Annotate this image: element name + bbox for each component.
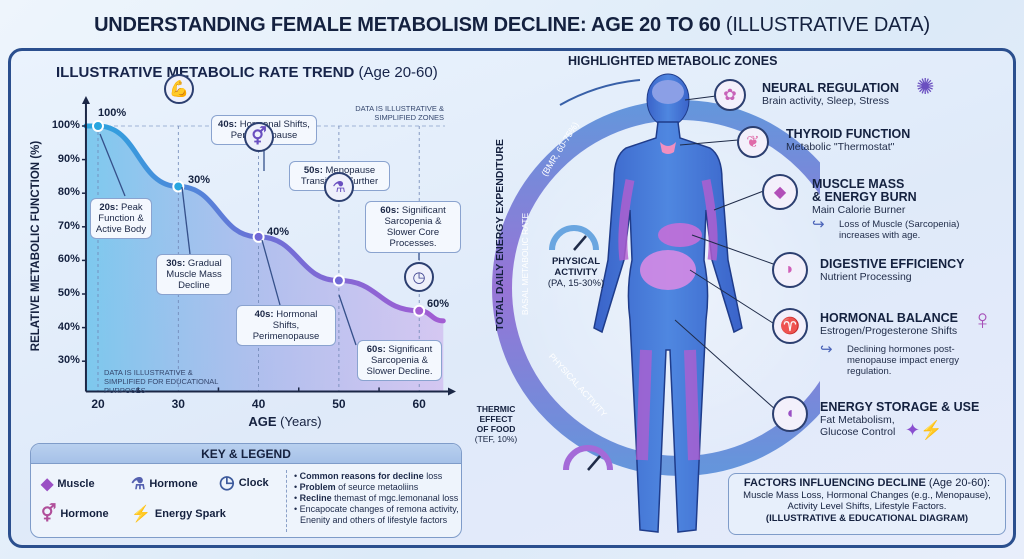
x-axis-label-suffix: (Years) xyxy=(280,414,322,429)
x-tick-label: 60 xyxy=(412,397,426,412)
y-tick-label: 60% xyxy=(57,253,80,266)
brain-icon: ✿ xyxy=(714,79,746,111)
uterus-icon: ♈ xyxy=(772,308,808,344)
legend-bullet: • Recline themast of mgc.lemonanal loss xyxy=(294,493,459,503)
annotation-20s: 20s: Peak Function & Active Body xyxy=(90,198,152,239)
y-tick-label: 40% xyxy=(57,320,80,333)
x-axis-label: AGE (Years) xyxy=(230,414,340,429)
point-label: 60% xyxy=(427,298,450,310)
ring-label-basal: BASAL METABOLIC RATE xyxy=(520,212,530,316)
annotation-40s-bottom: 40s: Hormonal Shifts, Perimenopause xyxy=(236,305,336,346)
point-label: 40% xyxy=(267,226,290,238)
flask-icon: ⚗ xyxy=(324,172,354,202)
data-point xyxy=(413,304,426,317)
chart-title-suffix: (Age 20-60) xyxy=(358,64,438,81)
key-legend: KEY & LEGEND ◆ Muscle ⚗ Hormone ◷ Clock ⚥ Ho… xyxy=(30,443,462,538)
x-axis-arrow xyxy=(448,387,456,396)
neuron-icon: ✺ xyxy=(916,74,935,99)
y-tick-label: 50% xyxy=(57,287,80,299)
zone-thyroid-function: THYROID FUNCTION Metabolic "Thermostat" xyxy=(786,127,911,154)
gauge-icon xyxy=(563,445,613,471)
legend-bullet: • Encapocate changes of remona activity, xyxy=(294,504,459,514)
legend-bullet: Enenity and others of lifestyle factors xyxy=(300,515,448,525)
legend-title: KEY & LEGEND xyxy=(31,444,461,464)
gender-icon: ⚥ xyxy=(41,504,57,523)
ring-label-tef: THERMIC EFFECT OF FOOD (TEF, 10%) xyxy=(474,404,518,444)
data-point xyxy=(92,120,104,132)
data-point xyxy=(252,230,265,243)
zone-hormonal-balance: HORMONAL BALANCE Estrogen/Progesterone Sh… xyxy=(820,311,958,338)
zones-title: HIGHLIGHTED METABOLIC ZONES xyxy=(568,54,778,68)
annotation-arrow xyxy=(181,186,191,255)
title-suffix: (ILLUSTRATIVE DATA) xyxy=(725,14,930,36)
zone-neural-regulation: NEURAL REGULATION Brain activity, Sleep, … xyxy=(762,81,900,108)
zone-energy-storage: ENERGY STORAGE & USE Fat Metabolism, Gluco… xyxy=(820,400,980,439)
area-fill xyxy=(85,126,444,392)
zone-muscle-mass: MUSCLE MASS & ENERGY BURN Main Calorie Bur… xyxy=(812,177,917,217)
clock-icon: ◷ xyxy=(219,472,235,492)
y-axis-arrow xyxy=(81,96,90,104)
x-tick-label: 50 xyxy=(332,397,346,412)
y-tick-label: 70% xyxy=(57,219,80,232)
hormonal-note: ↪ Declining hormones post-menopause impac… xyxy=(820,341,959,377)
female-symbol-icon: ♀ xyxy=(972,304,993,335)
connector-lines xyxy=(674,95,777,411)
female-body-figure xyxy=(593,73,743,533)
legend-item-hormone-flask: ⚗ Hormone xyxy=(131,476,198,493)
muscle-icon: ◆ xyxy=(41,476,54,493)
body-diagram xyxy=(492,73,820,533)
y-tick-label: 30% xyxy=(57,354,80,367)
zone-digestive-efficiency: DIGESTIVE EFFICIENCY Nutrient Processing xyxy=(820,257,965,284)
annotation-arrow xyxy=(99,133,126,197)
curved-arrow-icon: ↪ xyxy=(812,216,825,233)
chart-bottom-note: DATA IS ILLUSTRATIVE & SIMPLIFIED FOR ED… xyxy=(104,368,219,395)
curved-arrow-icon: ↪ xyxy=(820,341,833,358)
legend-divider xyxy=(286,470,287,532)
brain-shape xyxy=(652,80,684,104)
chart-title-main: ILLUSTRATIVE METABOLIC RATE TREND xyxy=(56,64,355,81)
flask-icon: ⚗ xyxy=(131,476,146,493)
annotation-60s-bottom: 60s: Significant Sarcopenia & Slower Dec… xyxy=(357,340,442,381)
energy-spark-icon: ✦⚡ xyxy=(905,420,943,440)
chart-title: ILLUSTRATIVE METABOLIC RATE TREND (Age 2… xyxy=(56,64,438,81)
physical-activity-label: PHYSICAL ACTIVITY (PA, 15-30%) xyxy=(547,256,605,289)
data-point xyxy=(332,274,345,287)
chart-top-note: DATA IS ILLUSTRATIVE & SIMPLIFIED ZONES xyxy=(355,104,444,122)
legend-bullet: • Common reasons for decline loss xyxy=(294,471,443,481)
factors-box: FACTORS INFLUENCING DECLINE (Age 20-60):… xyxy=(728,473,1006,535)
muscle-icon: 💪 xyxy=(164,74,194,104)
annotation-arrow xyxy=(338,294,357,346)
gender-icon: ⚥ xyxy=(244,122,274,152)
muscle-icon: ◆ xyxy=(762,174,798,210)
point-label: 100% xyxy=(98,107,127,119)
annotation-30s: 30s: Gradual Muscle Mass Decline xyxy=(156,254,232,295)
x-tick-label: 20 xyxy=(91,397,105,412)
liver-icon: ◖ xyxy=(772,396,808,432)
annotation-60s-top: 60s: Significant Sarcopenia & Slower Cor… xyxy=(365,201,461,253)
clock-icon: ◷ xyxy=(404,262,434,292)
energy-spark-icon: ⚡ xyxy=(131,506,151,523)
point-label: 30% xyxy=(188,174,211,186)
x-axis-label-main: AGE xyxy=(248,414,277,429)
legend-item-energy-spark: ⚡ Energy Spark xyxy=(131,506,226,523)
annotation-arrow xyxy=(261,239,281,306)
legend-item-clock: ◷ Clock xyxy=(219,472,269,492)
thyroid-icon: ❦ xyxy=(737,126,769,158)
data-point xyxy=(172,180,185,193)
legend-bullets: • Common reasons for decline loss • Prob… xyxy=(294,471,461,526)
legend-item-hormone-gender: ⚥ Hormone xyxy=(41,504,109,523)
y-tick-label: 80% xyxy=(57,186,80,199)
legend-bullet: • Problem of seurce metaoliins xyxy=(294,482,419,492)
x-tick-label: 30 xyxy=(171,397,185,412)
ring-label-tdee: TOTAL DAILY ENERGY EXPENDITURE xyxy=(494,139,506,331)
title-main: UNDERSTANDING FEMALE METABOLISM DECLINE:… xyxy=(94,14,721,36)
y-tick-label: 100% xyxy=(51,119,80,131)
stomach-icon: ◗ xyxy=(772,252,808,288)
legend-item-muscle: ◆ Muscle xyxy=(41,476,95,493)
gauge-icon xyxy=(549,225,599,251)
y-tick-label: 90% xyxy=(57,152,80,165)
muscle-note: ↪ Loss of Muscle (Sarcopenia) increases w… xyxy=(812,216,960,241)
x-tick-label: 40 xyxy=(251,397,266,412)
page-title: UNDERSTANDING FEMALE METABOLISM DECLINE:… xyxy=(0,14,1024,37)
